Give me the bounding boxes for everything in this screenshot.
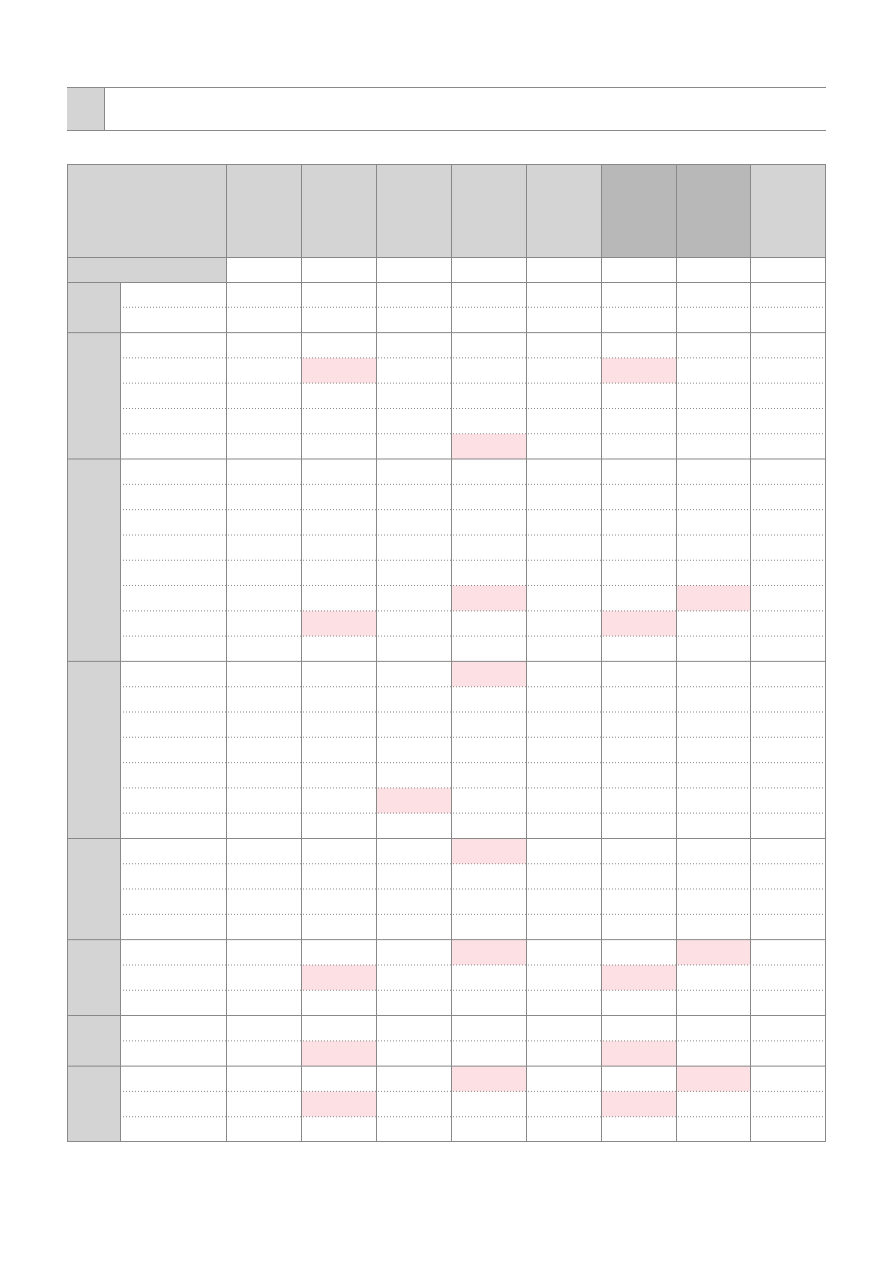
highlight-cell [301, 1040, 376, 1067]
highlight-cell [676, 1066, 750, 1092]
highlight-cell [451, 661, 526, 687]
header-cell [67, 164, 226, 257]
highlight-cell [301, 964, 376, 991]
highlight-cell [451, 433, 526, 460]
group-column [67, 282, 120, 1142]
highlight-cell [451, 1066, 526, 1092]
header-marker [67, 88, 104, 130]
header-cell [750, 164, 826, 257]
highlight-cell [451, 838, 526, 864]
header-cell [376, 164, 451, 257]
header-cell [226, 164, 301, 257]
header-cell [526, 164, 601, 257]
highlight-cell [376, 787, 451, 814]
highlight-cell [601, 357, 676, 384]
header-cell [301, 164, 376, 257]
highlight-cell [601, 1091, 676, 1117]
highlight-cell [301, 357, 376, 384]
table [67, 164, 826, 1142]
highlight-cell [301, 610, 376, 637]
header-cell [676, 164, 750, 257]
header-cell [451, 164, 526, 257]
highlight-cell [601, 1040, 676, 1067]
highlight-cell [601, 964, 676, 991]
highlight-cell [601, 610, 676, 637]
highlight-cell [676, 585, 750, 611]
highlight-cell [451, 939, 526, 965]
highlight-cell [676, 939, 750, 965]
subheader-cell [67, 257, 226, 282]
highlight-cell [451, 585, 526, 611]
header-cell [601, 164, 676, 257]
highlight-cell [301, 1091, 376, 1117]
